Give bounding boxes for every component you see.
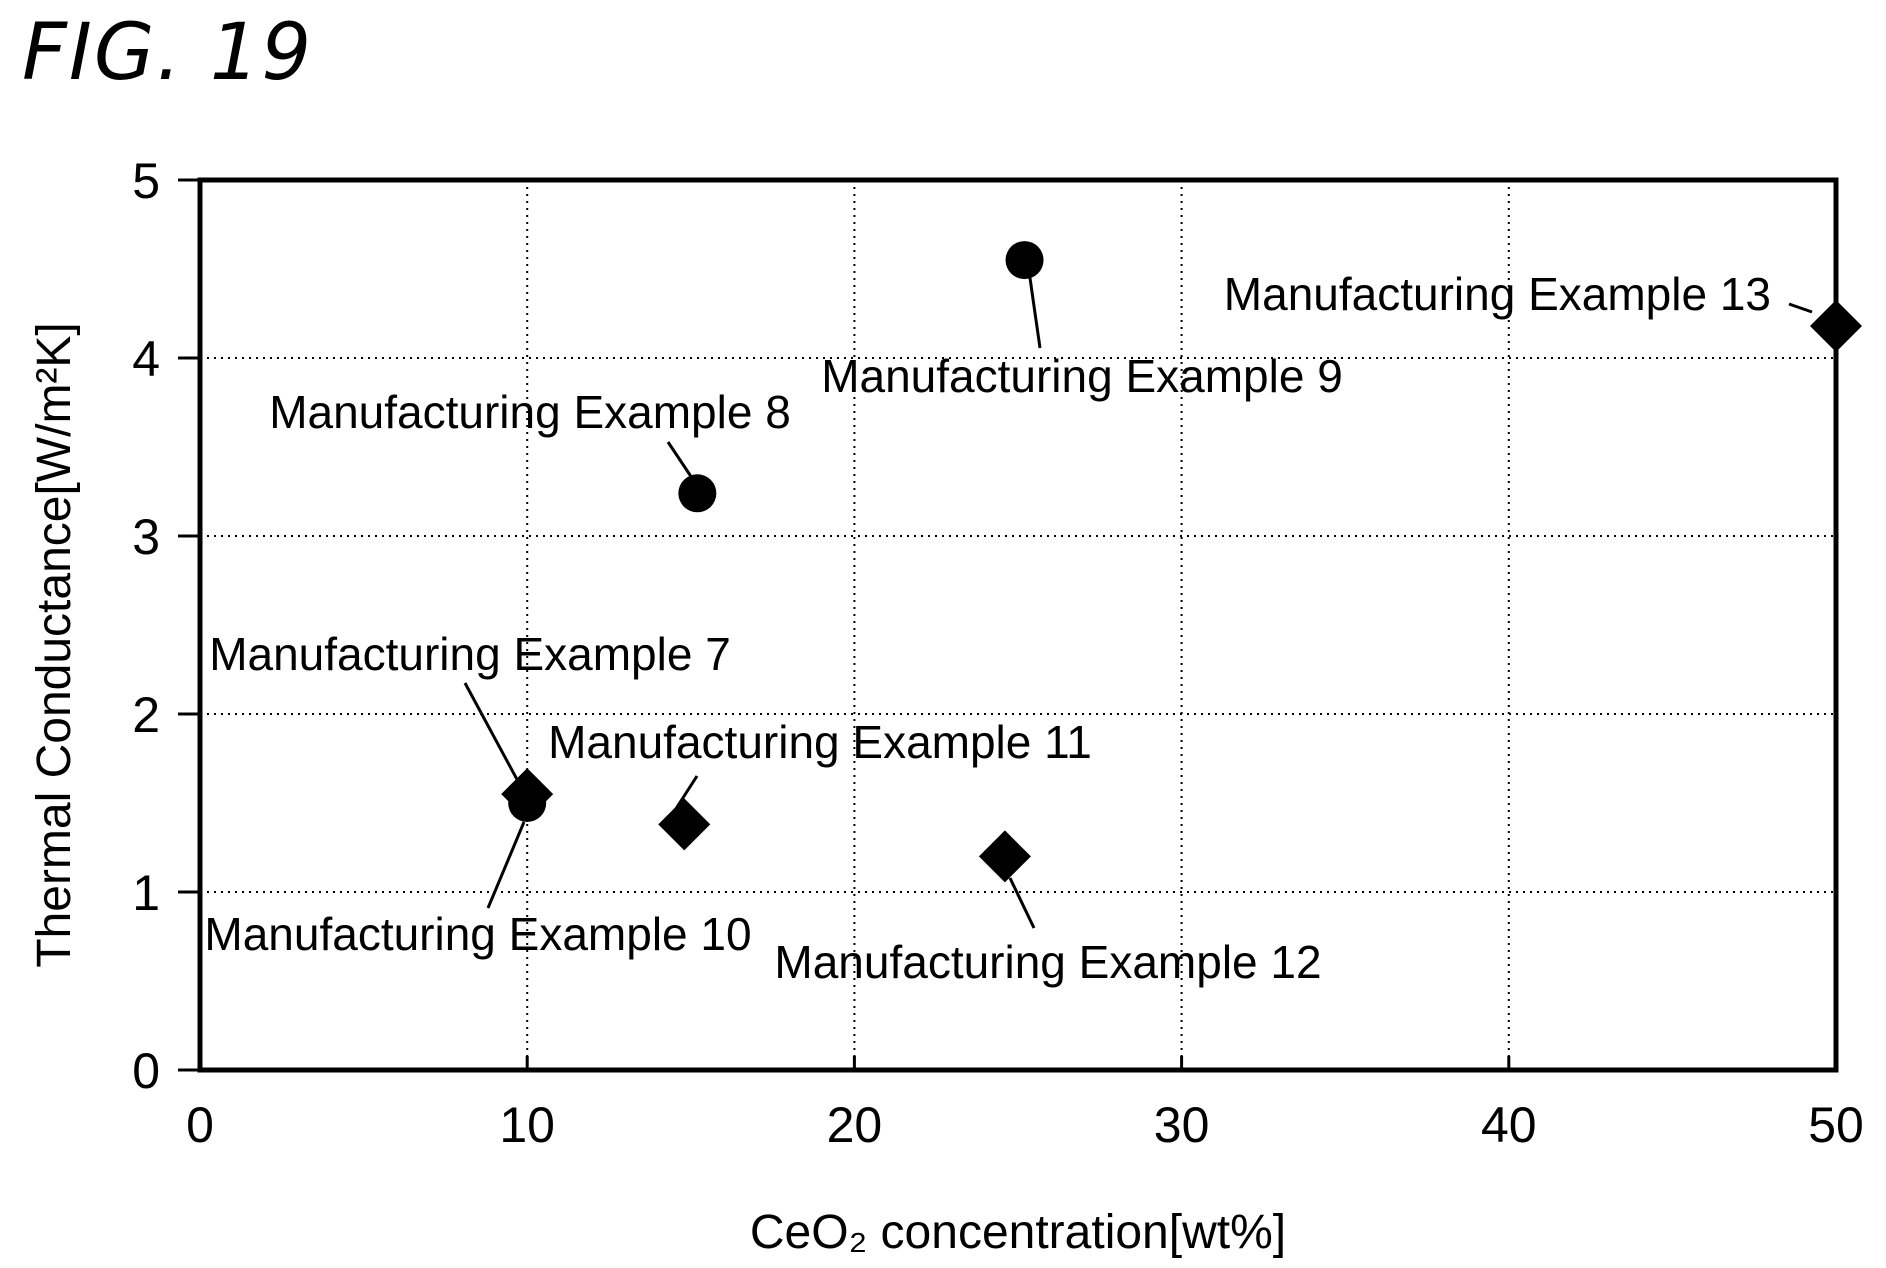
- point-labels: Manufacturing Example 10 Manufacturing Ex…: [204, 268, 1771, 988]
- x-tick-label: 30: [1154, 1097, 1210, 1153]
- point-label: Manufacturing Example 12: [774, 936, 1321, 988]
- circle-marker: [1005, 241, 1044, 280]
- point-label: Manufacturing Example 9: [821, 350, 1343, 402]
- point-label: Manufacturing Example 7: [209, 628, 731, 680]
- grid-lines: [200, 180, 1836, 1070]
- y-axis-title: Thermal Conductance[W/m²K]: [28, 322, 81, 968]
- diamond-marker: [1810, 299, 1862, 352]
- point-label: Manufacturing Example 8: [269, 386, 791, 438]
- y-tick-label: 0: [132, 1043, 160, 1099]
- x-tick-label: 10: [499, 1097, 555, 1153]
- figure-label: FIG. 19: [22, 8, 314, 98]
- data-points: [501, 241, 1862, 883]
- callout-line: [1788, 302, 1813, 314]
- callout-line: [463, 682, 522, 786]
- callout-line: [666, 441, 694, 479]
- y-tick-label: 1: [132, 865, 160, 921]
- y-tick-label: 3: [132, 509, 160, 565]
- point-label: Manufacturing Example 11: [548, 716, 1092, 768]
- callout-line: [1028, 277, 1042, 349]
- x-tick-label: 20: [827, 1097, 883, 1153]
- x-tick-label: 40: [1481, 1097, 1537, 1153]
- diamond-marker: [658, 798, 711, 851]
- plot-area-frame: [197, 177, 1839, 1073]
- x-tick-label: 50: [1808, 1097, 1864, 1153]
- callout-line: [486, 821, 526, 909]
- diamond-marker: [501, 768, 554, 821]
- axis-ticks: 0 10 20 30 40 50 0 1 2 3 4 5: [132, 153, 1864, 1153]
- x-axis-title: CeO₂ concentration[wt%]: [750, 1206, 1286, 1259]
- y-tick-label: 5: [132, 153, 160, 209]
- y-tick-label: 2: [132, 687, 160, 743]
- circle-marker: [678, 474, 717, 513]
- callout-line: [1008, 877, 1036, 929]
- point-label: Manufacturing Example 13: [1224, 268, 1771, 320]
- y-tick-label: 4: [132, 331, 160, 387]
- diamond-marker: [978, 830, 1031, 883]
- callout-lines: [463, 277, 1813, 929]
- point-label: Manufacturing Example 10: [204, 908, 751, 960]
- x-tick-label: 0: [186, 1097, 214, 1153]
